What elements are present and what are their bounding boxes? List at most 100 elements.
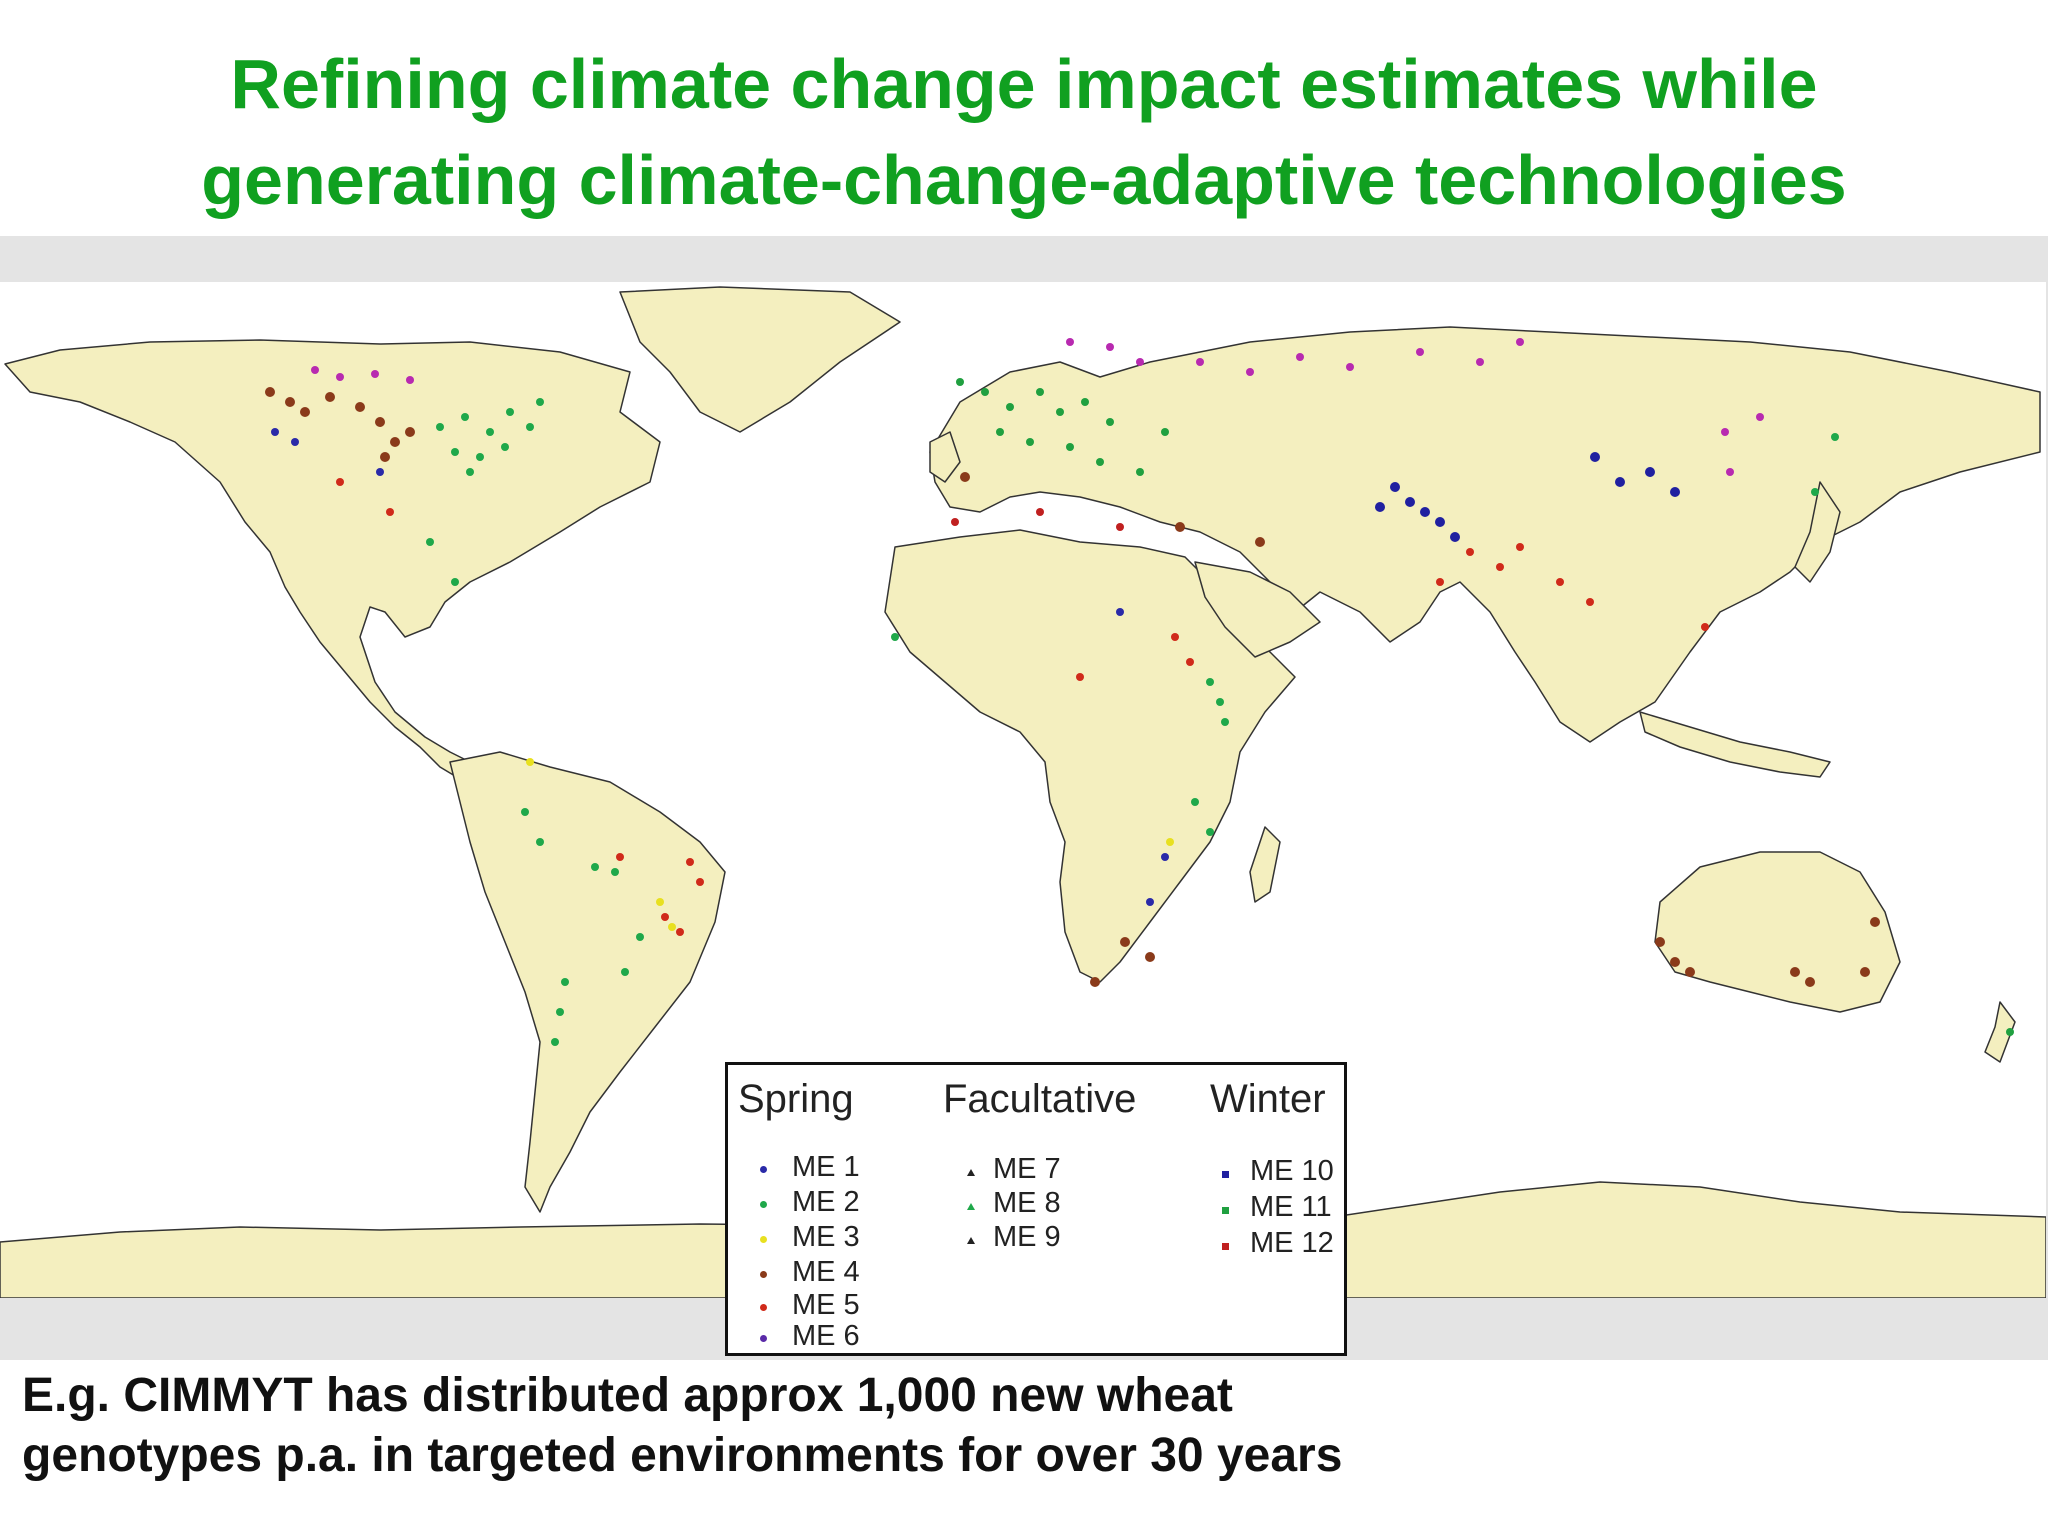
- site-me2: [526, 423, 534, 431]
- legend-symbol-me10: [1222, 1171, 1229, 1178]
- site-me2: [486, 428, 494, 436]
- site-me2: [476, 453, 484, 461]
- site-me4: [1805, 977, 1815, 987]
- site-me11: [2006, 1028, 2014, 1036]
- legend-item-me5: ME 5: [792, 1289, 860, 1321]
- slide-caption: E.g. CIMMYT has distributed approx 1,000…: [22, 1366, 1342, 1486]
- site-me2: [621, 968, 629, 976]
- site-me2: [521, 808, 529, 816]
- site-me5: [696, 878, 704, 886]
- site-me11: [1036, 388, 1044, 396]
- legend-group-facultative: Facultative ME 7 ME 8 ME 9: [943, 1077, 1137, 1253]
- site-me5: [1496, 563, 1504, 571]
- site-me5: [676, 928, 684, 936]
- site-me2: [1206, 678, 1214, 686]
- site-me5: [386, 508, 394, 516]
- legend-heading-facultative: Facultative: [943, 1077, 1137, 1121]
- legend-group-spring: Spring ME 1 ME 2 ME 3 ME 4 ME 5 ME 6: [738, 1077, 860, 1352]
- site-me6: [1106, 343, 1114, 351]
- site-me4: [405, 427, 415, 437]
- legend-symbol-me1: [760, 1166, 767, 1173]
- site-me11: [1066, 443, 1074, 451]
- site-me11: [1006, 403, 1014, 411]
- site-me2: [561, 978, 569, 986]
- site-me11: [1081, 398, 1089, 406]
- site-me4: [300, 407, 310, 417]
- site-me6: [336, 373, 344, 381]
- site-me6: [406, 376, 414, 384]
- legend-item-me1: ME 1: [792, 1151, 860, 1183]
- site-me6: [1136, 358, 1144, 366]
- site-me4: [355, 402, 365, 412]
- landmass-japan: [1794, 481, 1841, 583]
- site-me4: [960, 472, 970, 482]
- map-legend: Spring ME 1 ME 2 ME 3 ME 4 ME 5 ME 6 Fac…: [725, 1062, 1347, 1356]
- site-me2: [506, 408, 514, 416]
- legend-symbol-me3: [760, 1236, 767, 1243]
- site-me2: [556, 1008, 564, 1016]
- legend-item-me6: ME 6: [792, 1320, 860, 1352]
- site-me5: [336, 478, 344, 486]
- legend-symbol-me4: [760, 1271, 767, 1278]
- site-me10: [1435, 517, 1445, 527]
- site-me6: [1726, 468, 1734, 476]
- site-me2: [536, 398, 544, 406]
- site-me5: [1466, 548, 1474, 556]
- site-me2: [1831, 433, 1839, 441]
- landmass-africa: [884, 529, 1296, 983]
- site-me2: [551, 1038, 559, 1046]
- site-me1: [291, 438, 299, 446]
- site-me2: [451, 578, 459, 586]
- site-me2: [426, 538, 434, 546]
- legend-group-winter: Winter ME 10 ME 11 ME 12: [1210, 1077, 1334, 1259]
- site-me12: [951, 518, 959, 526]
- legend-item-me10: ME 10: [1250, 1155, 1334, 1187]
- site-me11: [956, 378, 964, 386]
- landmass-arabia: [1194, 561, 1321, 658]
- site-me1: [271, 428, 279, 436]
- landmass-indonesia: [1639, 711, 1831, 778]
- site-me10: [1375, 502, 1385, 512]
- site-me5: [1171, 633, 1179, 641]
- site-me6: [1516, 338, 1524, 346]
- site-me6: [1296, 353, 1304, 361]
- site-me1: [1146, 898, 1154, 906]
- site-me6: [1246, 368, 1254, 376]
- site-me4: [1670, 957, 1680, 967]
- site-me2: [1191, 798, 1199, 806]
- legend-symbol-me5: [760, 1304, 767, 1311]
- legend-symbol-me9: [967, 1237, 975, 1244]
- site-me4: [1255, 537, 1265, 547]
- site-me2: [611, 868, 619, 876]
- legend-symbol-me8: [967, 1203, 975, 1210]
- site-me6: [1066, 338, 1074, 346]
- landmass-australia: [1654, 851, 1901, 1013]
- site-me6: [1346, 363, 1354, 371]
- caption-line-1: E.g. CIMMYT has distributed approx 1,000…: [22, 1369, 1233, 1422]
- site-me6: [1476, 358, 1484, 366]
- slide-title: Refining climate change impact estimates…: [0, 36, 2048, 228]
- site-me2: [436, 423, 444, 431]
- site-me4: [390, 437, 400, 447]
- legend-item-me8: ME 8: [993, 1187, 1061, 1219]
- landmass-uk: [929, 431, 961, 483]
- site-me10: [1390, 482, 1400, 492]
- title-line-1: Refining climate change impact estimates…: [230, 45, 1818, 123]
- site-me10: [1420, 507, 1430, 517]
- site-me2: [1216, 698, 1224, 706]
- site-me2: [1221, 718, 1229, 726]
- site-me10: [1450, 532, 1460, 542]
- site-me4: [375, 417, 385, 427]
- site-me10: [1670, 487, 1680, 497]
- site-me1: [1161, 853, 1169, 861]
- site-me4: [1860, 967, 1870, 977]
- legend-item-me7: ME 7: [993, 1153, 1061, 1185]
- site-me10: [1590, 452, 1600, 462]
- site-me4: [1870, 917, 1880, 927]
- site-me5: [1516, 543, 1524, 551]
- site-me2: [536, 838, 544, 846]
- site-me4: [1090, 977, 1100, 987]
- landmass-new-zealand: [1984, 1001, 2016, 1063]
- site-me2: [1811, 488, 1819, 496]
- site-me5: [686, 858, 694, 866]
